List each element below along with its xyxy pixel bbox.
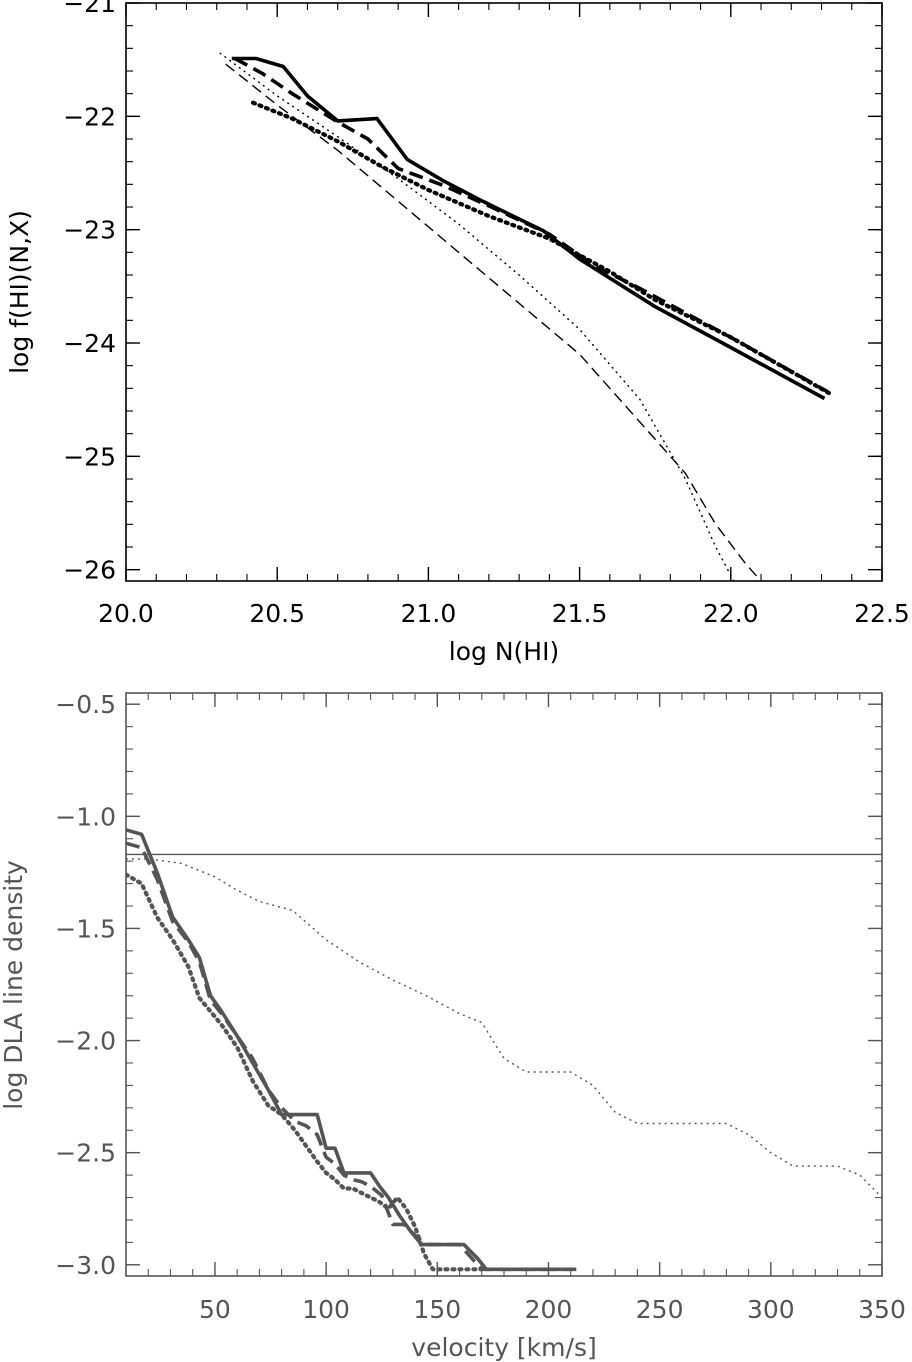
x-tick-label: 150 [413, 1295, 461, 1324]
x-tick-label: 22.5 [854, 599, 910, 628]
data-layer [126, 828, 882, 1272]
bottom-panel: 50 100 150 200 250 300 350 −0.5 −1.0 −1.5 −2.0 −2.5… [0, 690, 906, 1362]
x-tick-label: 20.5 [249, 599, 305, 628]
x-tick-label: 22.0 [703, 599, 759, 628]
x-tick-label: 100 [302, 1295, 350, 1324]
x-axis-label: velocity [km/s] [411, 1333, 596, 1362]
x-tick-label: 350 [858, 1295, 906, 1324]
y-axis-label: log f(HI)(N,X) [5, 210, 34, 374]
series-line-3-dotted-thick [126, 872, 484, 1272]
series-line-1-solid-thick [126, 828, 571, 1272]
plot-frame [125, 692, 883, 1277]
x-axis-label: log N(HI) [449, 637, 559, 666]
top-panel: 20.0 20.5 21.0 21.5 22.0 22.5 −21 −22 −23 −24 −25 −… [5, 0, 910, 666]
x-tick-label: 300 [747, 1295, 795, 1324]
data-layer [219, 52, 833, 581]
y-tick-label: −2.0 [55, 1027, 116, 1056]
y-tick-label: −24 [63, 329, 116, 358]
y-tick-label: −2.5 [55, 1139, 116, 1168]
series-line-2-dashed-thick [126, 841, 578, 1272]
x-tick-label: 50 [199, 1295, 231, 1324]
y-tick-label: −1.0 [55, 802, 116, 831]
series-line-5-dotted-thin [219, 52, 735, 581]
y-tick-label: −26 [63, 556, 116, 585]
x-tick-label: 21.5 [552, 599, 608, 628]
x-tick-label: 21.0 [401, 599, 457, 628]
series-line-1-solid-thick [231, 56, 826, 401]
y-tick-label: −23 [63, 216, 116, 245]
y-tick-label: −22 [63, 102, 116, 131]
x-tick-label: 200 [525, 1295, 573, 1324]
series-line-3-dotted-thick [250, 100, 833, 397]
x-tick-label: 20.0 [98, 599, 154, 628]
y-tick-label: −25 [63, 442, 116, 471]
series-line-4-dashed-thin [225, 63, 762, 581]
series-line-4-dotted-thin [126, 858, 882, 1198]
x-tick-label: 250 [636, 1295, 684, 1324]
y-tick-label: −21 [63, 0, 116, 18]
y-tick-label: −3.0 [55, 1251, 116, 1280]
y-tick-label: −1.5 [55, 914, 116, 943]
y-axis-label: log DLA line density [0, 860, 28, 1110]
plot-frame [125, 2, 883, 582]
y-tick-label: −0.5 [55, 690, 116, 719]
